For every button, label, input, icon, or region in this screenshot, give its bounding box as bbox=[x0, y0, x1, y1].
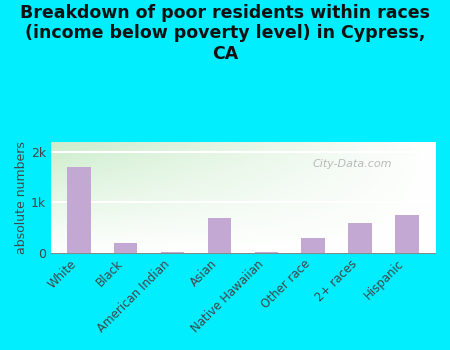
Bar bbox=[208, 217, 231, 253]
Bar bbox=[114, 243, 137, 253]
Bar bbox=[255, 252, 278, 253]
Y-axis label: absolute numbers: absolute numbers bbox=[15, 141, 28, 254]
Text: Breakdown of poor residents within races
(income below poverty level) in Cypress: Breakdown of poor residents within races… bbox=[20, 4, 430, 63]
Bar bbox=[67, 167, 90, 253]
Bar bbox=[348, 223, 372, 253]
Bar bbox=[395, 215, 419, 253]
Text: City-Data.com: City-Data.com bbox=[312, 159, 392, 169]
Bar bbox=[161, 252, 184, 253]
Bar bbox=[302, 238, 325, 253]
